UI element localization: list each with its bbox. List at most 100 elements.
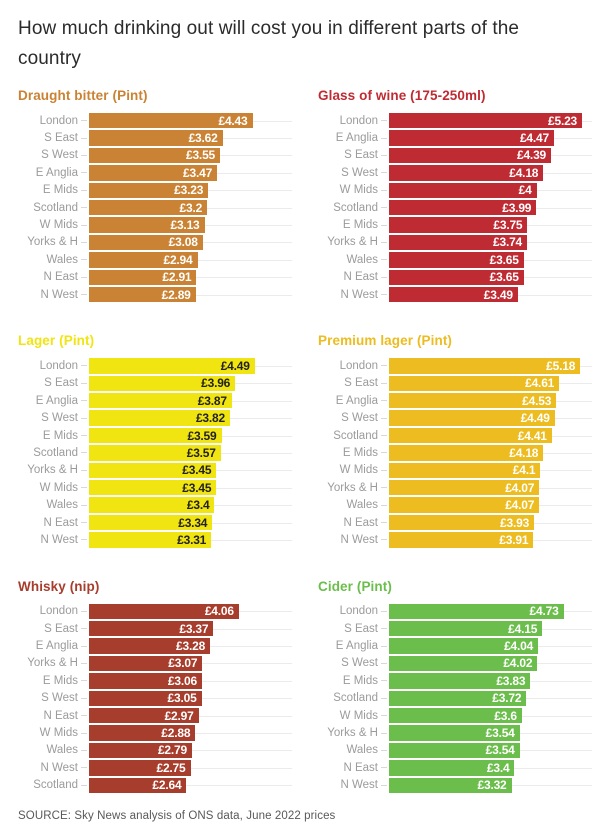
axis-tick-mark (81, 207, 87, 209)
bar-row: S West £4.18 (318, 164, 592, 181)
axis-tick-mark (381, 645, 387, 647)
bar-row: Yorks & H £3.45 (18, 462, 292, 479)
value-label: £3.13 (170, 218, 200, 233)
axis-tick-mark (81, 294, 87, 296)
category-label: E Mids (42, 429, 78, 442)
value-label: £3.05 (167, 691, 197, 706)
value-bar: £3.08 (89, 234, 203, 251)
category-label: Yorks & H (327, 236, 378, 249)
plot-area: £3.91 (389, 531, 592, 548)
bar-chart: Whisky (nip) London £4.06 S East £3.37 E Angl… (18, 579, 292, 794)
value-label: £3.49 (483, 287, 513, 302)
value-label: £3.65 (489, 270, 519, 285)
value-label: £3.45 (182, 463, 212, 478)
axis-tick-mark (81, 680, 87, 682)
axis-tick-mark (81, 522, 87, 523)
value-label: £4.61 (525, 376, 555, 391)
axis-tick-mark (81, 732, 87, 734)
plot-area: £3.83 (389, 672, 592, 689)
bar-row: Wales £2.94 (18, 251, 292, 268)
bar-row: Yorks & H £3.07 (18, 655, 292, 672)
category-label: N East (343, 761, 378, 774)
value-bar: £3.45 (89, 480, 217, 496)
category-label: Yorks & H (327, 727, 378, 740)
axis-tick-mark (81, 487, 87, 489)
value-bar: £3.54 (389, 725, 520, 741)
value-bar: £3.65 (389, 269, 524, 285)
bar-row: E Anglia £4.04 (318, 637, 592, 654)
value-label: £4.41 (517, 428, 547, 443)
plot-area: £2.94 (89, 251, 292, 268)
category-label: Yorks & H (327, 481, 378, 494)
axis-tick-mark (381, 628, 387, 630)
plot-area: £3.62 (89, 129, 292, 146)
category-label: E Mids (42, 184, 78, 197)
bar-row: W Mids £4.1 (318, 462, 592, 479)
plot-area: £4.61 (389, 375, 592, 392)
bar-row: N East £3.65 (318, 269, 592, 286)
value-label: £2.64 (152, 778, 182, 793)
bar-row: N East £2.91 (18, 269, 292, 286)
axis-tick-mark (381, 504, 387, 506)
value-bar: £5.23 (389, 113, 583, 129)
axis-tick-mark (81, 610, 87, 612)
plot-area: £4.1 (389, 462, 592, 479)
bar-row: S East £3.62 (18, 129, 292, 146)
plot-area: £3.31 (89, 531, 292, 548)
category-label: S East (344, 377, 378, 390)
axis-tick-mark (81, 697, 87, 699)
value-label: £3.28 (176, 639, 206, 654)
category-label: London (39, 359, 78, 372)
bar-row: W Mids £2.88 (18, 724, 292, 741)
bar-row: S West £4.49 (318, 409, 592, 426)
plot-area: £2.75 (89, 759, 292, 776)
value-bar: £4.18 (389, 165, 544, 181)
value-bar: £3.32 (389, 777, 512, 793)
value-bar: £3.65 (389, 252, 524, 268)
axis-tick-mark (381, 365, 387, 367)
bar-row: S East £4.39 (318, 147, 592, 164)
value-label: £3.34 (178, 515, 208, 530)
bar-row: N East £3.4 (318, 759, 592, 776)
plot-area: £4.18 (389, 444, 592, 461)
value-bar: £3.23 (89, 182, 209, 198)
value-label: £2.75 (156, 760, 186, 775)
category-label: N East (43, 709, 78, 722)
value-bar: £2.97 (89, 707, 199, 724)
category-label: E Anglia (335, 132, 378, 145)
plot-area: £3.47 (89, 164, 292, 181)
axis-tick-mark (81, 241, 87, 243)
value-bar: £4.07 (389, 480, 540, 496)
value-bar: £3.37 (89, 620, 214, 637)
axis-tick-mark (81, 382, 87, 384)
category-label: Scotland (33, 779, 78, 792)
value-label: £2.97 (164, 708, 194, 723)
value-bar: £3.45 (89, 462, 217, 479)
bar-row: London £4.73 (318, 603, 592, 620)
category-label: E Mids (342, 219, 378, 232)
bar-row: N East £3.93 (318, 514, 592, 531)
axis-tick-mark (381, 715, 387, 717)
value-label: £3.74 (493, 235, 523, 250)
bar-row: London £5.23 (318, 112, 592, 129)
value-bar: £3.31 (89, 532, 212, 548)
category-label: E Mids (42, 674, 78, 687)
value-bar: £3.07 (89, 655, 203, 672)
axis-tick-mark (381, 172, 387, 174)
plot-area: £3.6 (389, 707, 592, 724)
value-label: £4.15 (508, 621, 538, 636)
value-label: £3.2 (179, 200, 203, 215)
axis-tick-mark (381, 400, 387, 402)
plot-area: £3.93 (389, 514, 592, 531)
value-bar: £4.49 (89, 358, 255, 374)
value-label: £4.18 (509, 445, 539, 460)
axis-tick-mark (381, 241, 387, 243)
plot-area: £3.05 (89, 690, 292, 707)
value-label: £3.87 (197, 393, 227, 408)
bar-chart: Glass of wine (175-250ml) London £5.23 E An… (318, 88, 592, 303)
plot-area: £3.72 (389, 690, 592, 707)
bar-row: N West £3.32 (318, 777, 592, 794)
category-label: Yorks & H (27, 657, 78, 670)
category-label: S West (41, 412, 78, 425)
plot-area: £3.08 (89, 234, 292, 251)
